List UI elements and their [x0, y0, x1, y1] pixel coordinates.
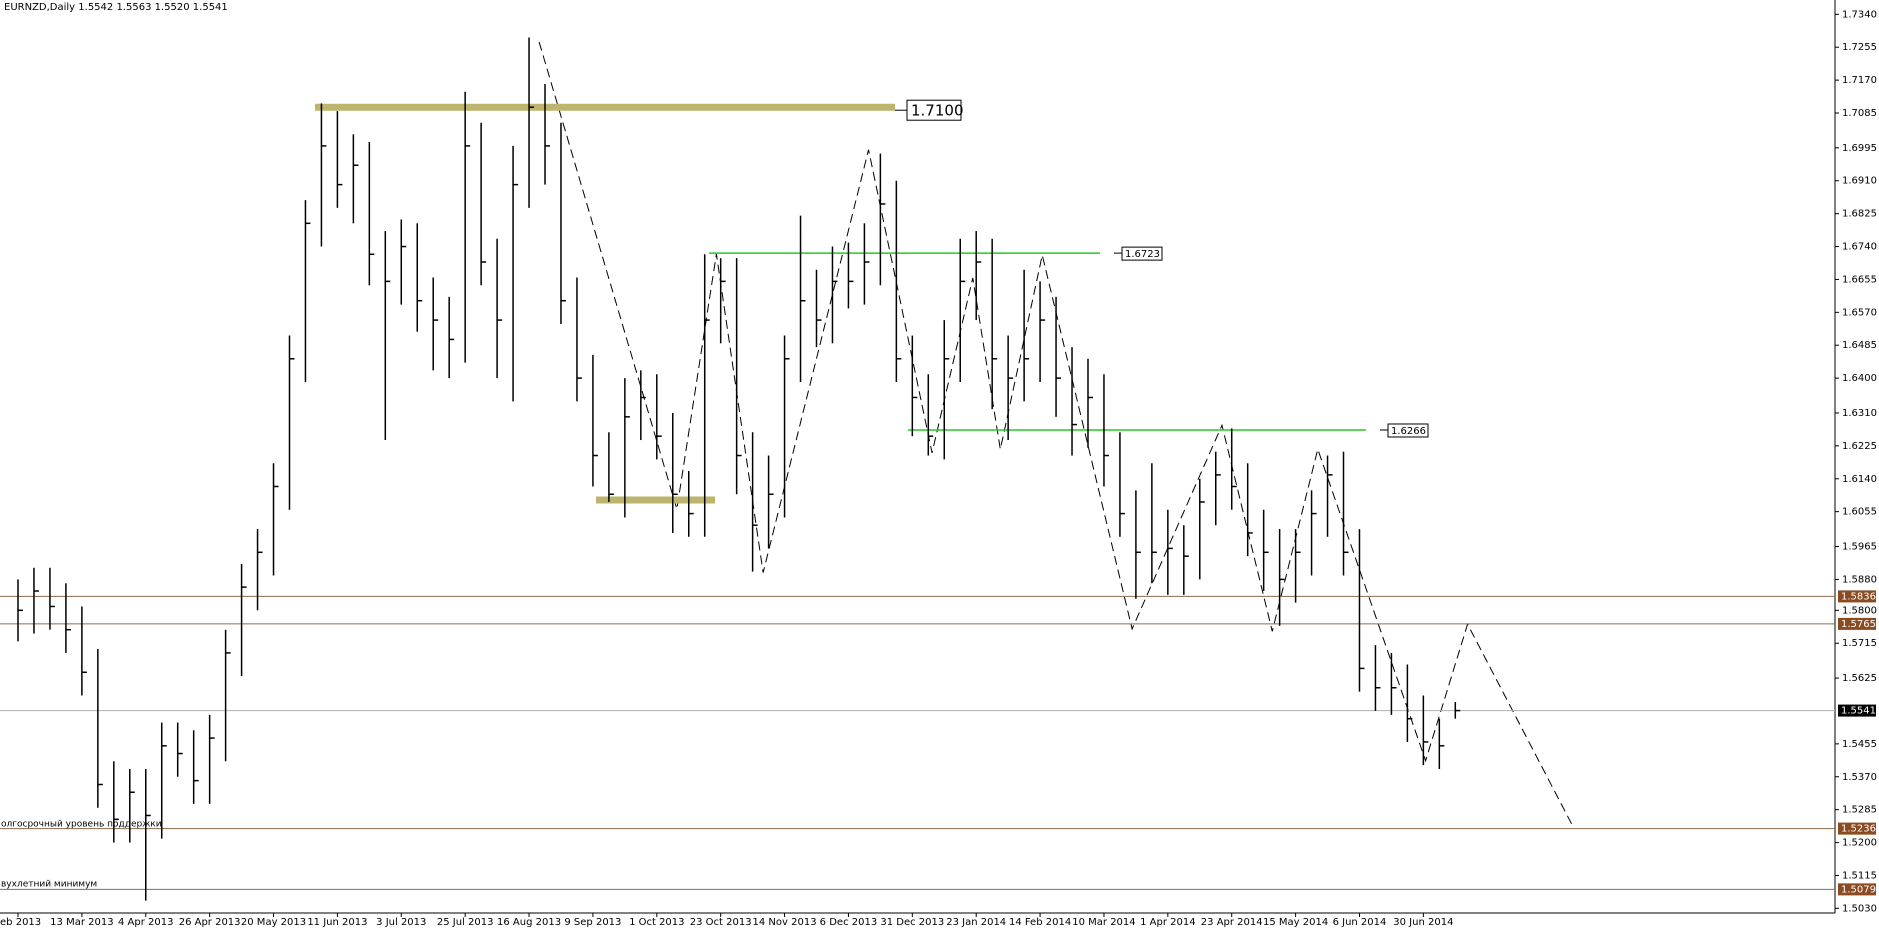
- x-tick-label: 6 Jun 2014: [1333, 917, 1387, 928]
- x-tick-label: 1 Oct 2013: [629, 917, 684, 928]
- x-tick-label: 1 Apr 2014: [1140, 917, 1195, 928]
- y-tick-label: 1.5285: [1842, 805, 1877, 816]
- x-tick-label: 14 Feb 2014: [1009, 917, 1071, 928]
- level-label: 1.6723: [1125, 249, 1160, 260]
- y-tick-label: 1.5625: [1842, 673, 1877, 684]
- level-label: 1.6266: [1391, 426, 1426, 437]
- y-tick-label: 1.6055: [1842, 507, 1877, 518]
- x-tick-label: 15 May 2014: [1263, 917, 1328, 928]
- x-tick-label: 26 Apr 2013: [179, 917, 241, 928]
- axis-price-label: 1.5079: [1841, 884, 1876, 895]
- x-tick-label: Feb 2013: [0, 917, 41, 928]
- level-box: [1387, 423, 1429, 438]
- axis-price-label: 1.5765: [1841, 619, 1876, 630]
- axis-price-label: 1.5541: [1841, 706, 1876, 717]
- y-tick-label: 1.6225: [1842, 441, 1877, 452]
- y-tick-label: 1.6400: [1842, 373, 1877, 384]
- axis-price-box: [1838, 883, 1876, 896]
- y-tick-label: 1.5965: [1842, 541, 1877, 552]
- y-tick-label: 1.6995: [1842, 143, 1877, 154]
- x-tick-label: 3 Jul 2013: [376, 917, 426, 928]
- x-tick-label: 4 Apr 2013: [118, 917, 173, 928]
- x-tick-label: 11 Jun 2013: [307, 917, 367, 928]
- x-tick-label: 13 Mar 2013: [50, 917, 113, 928]
- y-tick-label: 1.6655: [1842, 274, 1877, 285]
- x-tick-label: 31 Dec 2013: [880, 917, 944, 928]
- x-tick-label: 16 Aug 2013: [497, 917, 561, 928]
- axis-price-label: 1.5236: [1841, 824, 1876, 835]
- y-tick-label: 1.5715: [1842, 638, 1877, 649]
- x-tick-label: 23 Jan 2014: [946, 917, 1006, 928]
- y-tick-label: 1.5455: [1842, 739, 1877, 750]
- x-tick-label: 23 Oct 2013: [690, 917, 752, 928]
- x-tick-label: 30 Jun 2014: [1393, 917, 1453, 928]
- y-tick-label: 1.7170: [1842, 75, 1877, 86]
- x-tick-label: 14 Nov 2013: [753, 917, 817, 928]
- y-tick-label: 1.5800: [1842, 605, 1877, 616]
- x-tick-label: 6 Dec 2013: [820, 917, 878, 928]
- y-tick-label: 1.6140: [1842, 474, 1877, 485]
- x-tick-label: 20 May 2013: [241, 917, 306, 928]
- y-tick-label: 1.6310: [1842, 408, 1877, 419]
- y-tick-label: 1.5115: [1842, 870, 1877, 881]
- x-tick-label: 25 Jul 2013: [437, 917, 494, 928]
- y-tick-label: 1.6910: [1842, 176, 1877, 187]
- y-tick-label: 1.6570: [1842, 307, 1877, 318]
- axis-price-box: [1838, 704, 1876, 717]
- annotation: олгосрочный уровень поддержки: [1, 820, 162, 830]
- axis-price-box: [1838, 617, 1876, 630]
- y-tick-label: 1.5200: [1842, 838, 1877, 849]
- zigzag-drawing: [539, 42, 1572, 824]
- y-tick-label: 1.7085: [1842, 108, 1877, 119]
- y-tick-label: 1.6485: [1842, 340, 1877, 351]
- axis-price-box: [1838, 822, 1876, 835]
- level-label: 1.7100: [911, 102, 964, 120]
- y-tick-label: 1.5370: [1842, 772, 1877, 783]
- y-tick-label: 1.5030: [1842, 903, 1877, 914]
- y-tick-label: 1.7340: [1842, 9, 1877, 20]
- chart-title: EURNZD,Daily 1.5542 1.5563 1.5520 1.5541: [4, 2, 228, 13]
- y-tick-label: 1.6825: [1842, 209, 1877, 220]
- x-tick-label: 23 Apr 2014: [1201, 917, 1263, 928]
- y-tick-label: 1.7255: [1842, 42, 1877, 53]
- zigzag-line: [539, 42, 1572, 824]
- y-tick-label: 1.5880: [1842, 574, 1877, 585]
- level-box: [1121, 246, 1163, 261]
- annotation: вухлетний минимум: [1, 880, 97, 890]
- axis-price-box: [1838, 590, 1876, 603]
- y-tick-label: 1.6740: [1842, 242, 1877, 253]
- level-box: [906, 99, 962, 121]
- x-tick-label: 10 Mar 2014: [1072, 917, 1135, 928]
- axis-price-label: 1.5836: [1841, 591, 1876, 602]
- x-tick-label: 9 Sep 2013: [564, 917, 621, 928]
